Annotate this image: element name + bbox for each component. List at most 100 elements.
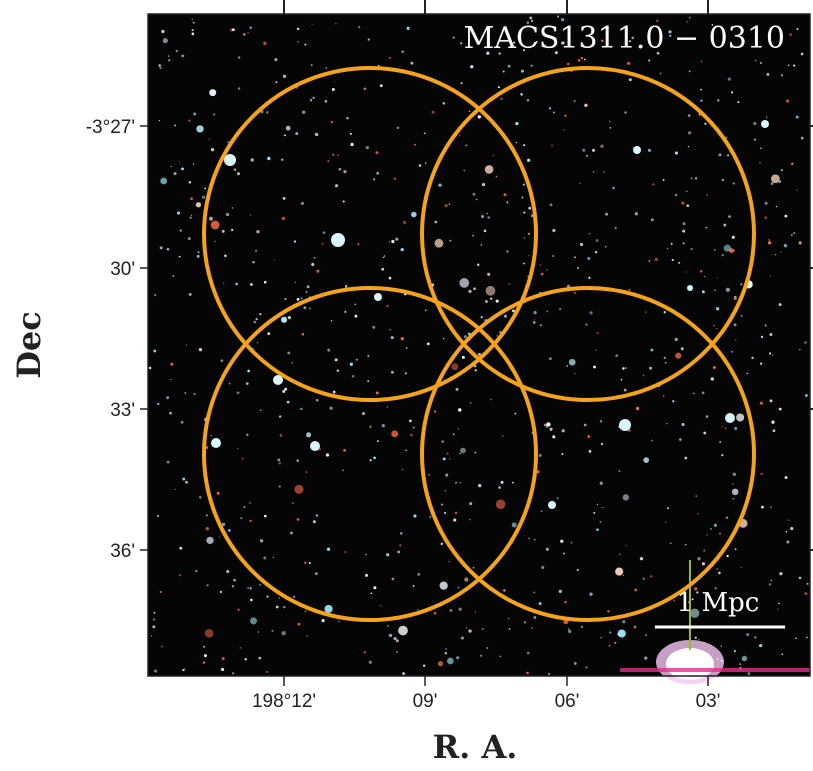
star [760, 472, 763, 476]
star [522, 183, 526, 186]
star [514, 412, 517, 415]
star [448, 560, 450, 563]
star [231, 585, 235, 588]
star [602, 506, 604, 509]
star [625, 544, 627, 547]
star [634, 212, 638, 216]
star [442, 102, 446, 105]
star [725, 287, 731, 292]
star [167, 55, 170, 57]
star [237, 87, 241, 90]
star [761, 505, 764, 509]
star [701, 290, 705, 294]
star [622, 620, 626, 624]
star [256, 342, 259, 344]
star [321, 618, 325, 623]
star [521, 196, 524, 199]
star [422, 664, 426, 668]
star [527, 232, 531, 235]
star [690, 177, 693, 180]
star [483, 229, 487, 233]
star [482, 628, 484, 630]
star [487, 216, 490, 219]
star [401, 468, 404, 471]
star [573, 100, 576, 103]
star [478, 483, 482, 488]
star [588, 232, 591, 235]
star [795, 115, 799, 119]
star [587, 257, 591, 260]
star [214, 240, 216, 243]
star [486, 212, 489, 215]
frame [147, 13, 811, 677]
star [204, 187, 207, 190]
star [647, 148, 651, 152]
star [379, 604, 382, 607]
star [579, 242, 584, 247]
star [768, 238, 771, 242]
star [292, 502, 294, 504]
x-axis-label: R. A. [433, 728, 518, 766]
star [631, 36, 635, 40]
star [503, 314, 508, 318]
star [233, 168, 237, 171]
star [474, 369, 477, 372]
star [150, 635, 153, 637]
star [310, 441, 320, 451]
star [154, 293, 157, 297]
star [629, 40, 632, 43]
star [664, 521, 667, 523]
star [296, 27, 300, 31]
star [670, 242, 673, 245]
star [252, 261, 255, 264]
star [733, 650, 736, 653]
pointing-circle [202, 66, 538, 402]
star [423, 132, 426, 135]
star [474, 611, 477, 613]
star [315, 572, 318, 575]
star [552, 435, 556, 439]
star [771, 420, 775, 424]
star [223, 282, 225, 284]
star [651, 439, 654, 442]
star [574, 256, 576, 259]
star [383, 255, 386, 257]
y-tick-label: -3°27' [86, 117, 135, 138]
star [770, 579, 772, 582]
star [718, 153, 722, 157]
star [433, 612, 437, 615]
star [448, 203, 451, 205]
star [739, 663, 741, 665]
star [313, 256, 316, 259]
star [527, 158, 531, 162]
star [614, 641, 617, 645]
star [342, 469, 344, 472]
star [469, 402, 472, 404]
star [531, 20, 534, 22]
star [484, 165, 494, 174]
star [191, 18, 194, 21]
star [191, 29, 194, 32]
star [706, 534, 708, 536]
star [624, 111, 627, 114]
star [684, 456, 688, 460]
star [568, 628, 570, 630]
star [468, 110, 471, 113]
star [764, 324, 767, 327]
star [284, 297, 287, 301]
star [272, 556, 274, 559]
star [287, 315, 292, 320]
star [506, 250, 509, 253]
star [231, 207, 234, 209]
star [327, 160, 330, 163]
star [496, 335, 498, 337]
star [391, 430, 399, 438]
star [502, 70, 505, 73]
star [635, 406, 640, 411]
star [727, 77, 731, 81]
star [405, 347, 408, 349]
star [362, 412, 365, 416]
star [196, 254, 200, 258]
star [239, 647, 242, 649]
star [600, 442, 604, 446]
